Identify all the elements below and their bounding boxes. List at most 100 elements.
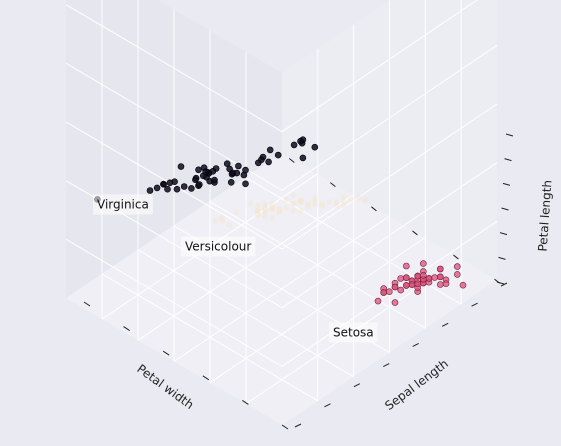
data-point-versicolour <box>319 203 326 210</box>
axis-tick <box>498 256 506 260</box>
annotation-setosa: Setosa <box>329 322 378 343</box>
data-point-virginica <box>166 179 174 187</box>
data-point-setosa <box>380 289 388 296</box>
data-point-versicolour <box>254 202 261 208</box>
annotation-label: Setosa <box>333 326 374 340</box>
data-point-versicolour <box>269 204 276 211</box>
data-point-versicolour <box>247 200 254 207</box>
data-point-versicolour <box>283 204 290 211</box>
data-point-setosa <box>408 281 416 288</box>
data-point-versicolour <box>347 196 354 203</box>
data-point-versicolour <box>262 204 268 211</box>
data-point-setosa <box>453 263 461 270</box>
data-point-virginica <box>242 180 249 188</box>
data-point-versicolour <box>269 204 276 211</box>
data-point-setosa <box>397 286 405 294</box>
data-point-setosa <box>419 271 427 279</box>
data-point-virginica <box>266 146 274 154</box>
data-point-setosa <box>391 299 399 306</box>
data-point-setosa <box>397 275 405 282</box>
data-point-virginica <box>274 151 282 159</box>
axis-tick <box>294 423 302 428</box>
axis-tick <box>162 350 170 356</box>
data-point-versicolour <box>297 207 304 214</box>
data-point-virginica <box>202 168 209 175</box>
axis-tick <box>453 254 459 260</box>
data-point-versicolour <box>290 192 297 198</box>
data-point-versicolour <box>233 209 240 216</box>
data-point-versicolour <box>212 217 218 224</box>
data-point-virginica <box>146 187 154 194</box>
data-point-setosa <box>442 280 450 288</box>
axis-tick <box>281 424 289 430</box>
data-point-versicolour <box>283 196 290 203</box>
data-point-versicolour <box>254 207 261 214</box>
data-point-versicolour <box>326 199 333 206</box>
axis-tick <box>505 133 514 137</box>
data-point-versicolour <box>254 212 261 218</box>
axis-tick <box>471 302 478 307</box>
data-point-setosa <box>436 273 444 281</box>
data-point-virginica <box>235 162 242 170</box>
annotation-label: Versicolour <box>185 240 251 254</box>
data-point-setosa <box>425 275 433 282</box>
data-point-versicolour <box>362 197 368 204</box>
data-point-setosa <box>453 271 461 278</box>
data-point-versicolour <box>276 207 283 214</box>
axis-tick <box>83 301 91 307</box>
axis-tick <box>371 206 377 212</box>
data-point-virginica <box>195 166 202 174</box>
data-point-virginica <box>173 185 181 193</box>
data-point-virginica <box>177 163 185 170</box>
data-point-setosa <box>374 297 382 305</box>
data-point-versicolour <box>333 199 340 206</box>
data-point-virginica <box>192 176 199 184</box>
axis-tick <box>499 232 508 236</box>
data-point-versicolour <box>262 200 268 207</box>
axis-tick <box>412 230 418 236</box>
annotations: Virginica Versicolour Setosa <box>93 194 378 343</box>
data-point-virginica <box>265 158 272 166</box>
data-point-versicolour <box>304 203 311 210</box>
axis-tick <box>289 158 295 163</box>
data-point-versicolour <box>276 206 283 213</box>
data-point-versicolour <box>290 207 297 214</box>
data-point-virginica <box>153 184 161 192</box>
data-point-versicolour <box>290 200 297 207</box>
data-point-versicolour <box>304 200 311 207</box>
data-point-virginica <box>229 169 237 177</box>
data-point-setosa <box>402 282 410 289</box>
data-point-versicolour <box>297 197 304 204</box>
data-point-versicolour <box>319 200 326 207</box>
data-point-versicolour <box>297 199 304 206</box>
axis-tick <box>330 182 336 188</box>
annotation-box <box>181 236 256 257</box>
data-point-setosa <box>391 283 399 291</box>
data-point-versicolour <box>262 209 268 216</box>
data-point-versicolour <box>269 200 276 207</box>
annotation-virginica: Virginica <box>93 194 153 215</box>
data-point-versicolour <box>226 222 233 228</box>
data-point-setosa <box>402 274 410 282</box>
data-point-virginica <box>311 143 319 151</box>
grid-line <box>65 4 283 133</box>
data-point-virginica <box>188 185 195 192</box>
data-point-versicolour <box>312 197 318 204</box>
axis-tick <box>324 403 331 408</box>
grid-line <box>281 0 479 133</box>
axis-tick <box>501 207 509 211</box>
data-point-virginica <box>299 154 307 162</box>
axis-tick <box>441 322 449 327</box>
axis-tick <box>502 182 511 186</box>
data-point-versicolour <box>354 194 361 201</box>
data-point-versicolour <box>312 202 318 208</box>
data-point-versicolour <box>262 213 268 220</box>
data-point-virginica <box>297 137 304 145</box>
axis-tick <box>383 363 390 368</box>
data-point-virginica <box>164 185 171 193</box>
data-point-versicolour <box>254 210 261 217</box>
data-point-virginica <box>211 176 218 184</box>
axis-tick <box>496 281 505 285</box>
data-point-versicolour <box>297 197 304 204</box>
